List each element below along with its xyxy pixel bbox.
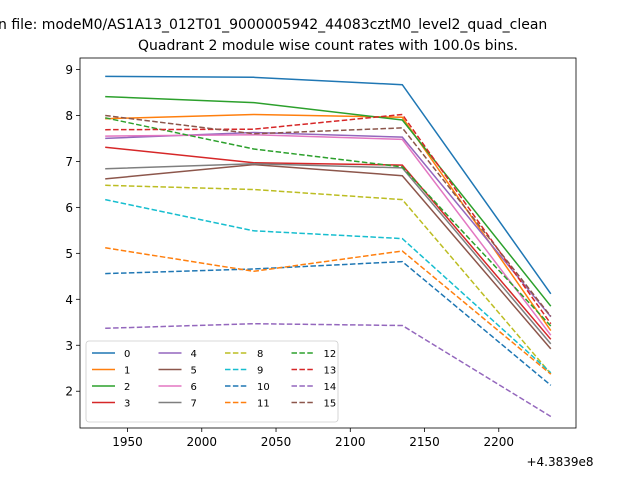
y-tick-label: 9 <box>65 63 73 77</box>
legend-label-1: 1 <box>124 366 130 377</box>
legend-label-2: 2 <box>124 382 130 393</box>
legend-label-10: 10 <box>257 382 270 393</box>
x-tick-label: 2050 <box>261 435 292 449</box>
y-tick-label: 3 <box>65 339 73 353</box>
legend-label-4: 4 <box>191 349 197 360</box>
legend-label-14: 14 <box>324 382 337 393</box>
series-line-4 <box>105 131 552 318</box>
plot-area: 1950 2000 2050 2100 2150 22002345678901234567… <box>65 57 577 449</box>
figure-suptitle: n file: modeM0/AS1A13_012T01_9000005942_… <box>0 17 547 33</box>
series-line-9 <box>105 198 552 374</box>
x-tick-label: 2100 <box>335 435 366 449</box>
series-line-11 <box>105 247 552 375</box>
legend-label-0: 0 <box>124 349 130 360</box>
chart-title: Quadrant 2 module wise count rates with … <box>138 38 518 54</box>
x-tick-label: 2150 <box>409 435 440 449</box>
y-tick-label: 4 <box>65 293 73 307</box>
series-line-12 <box>105 117 552 327</box>
series-line-14 <box>105 322 552 418</box>
legend-label-9: 9 <box>257 366 263 377</box>
series-line-13 <box>105 113 552 325</box>
y-tick-label: 8 <box>65 109 73 123</box>
y-tick-label: 5 <box>65 247 73 261</box>
y-tick-label: 7 <box>65 155 73 169</box>
y-tick-label: 6 <box>65 201 73 215</box>
x-tick-label: 2000 <box>186 435 217 449</box>
legend-label-5: 5 <box>191 366 197 377</box>
legend-label-12: 12 <box>324 349 337 360</box>
series-line-7 <box>105 162 552 345</box>
legend-box <box>85 340 339 423</box>
series-line-2 <box>105 95 552 307</box>
series-line-15 <box>105 114 552 317</box>
axes-frame <box>79 57 577 429</box>
legend-label-11: 11 <box>257 399 270 410</box>
legend-label-15: 15 <box>324 399 337 410</box>
legend-label-7: 7 <box>191 399 197 410</box>
series-line-6 <box>105 134 552 336</box>
y-tick-label: 2 <box>65 385 73 399</box>
legend-label-3: 3 <box>124 399 130 410</box>
series-line-10 <box>105 260 552 386</box>
series-line-0 <box>105 75 552 295</box>
series-line-8 <box>105 184 552 375</box>
series-line-3 <box>105 146 552 340</box>
legend-label-6: 6 <box>191 382 197 393</box>
legend-label-13: 13 <box>324 366 337 377</box>
x-tick-label: 2200 <box>484 435 515 449</box>
x-tick-label: 1950 <box>112 435 143 449</box>
x-axis-offset-label: +4.3839e8 <box>526 455 593 469</box>
legend-label-8: 8 <box>257 349 263 360</box>
series-line-1 <box>105 113 552 332</box>
series-line-5 <box>105 163 552 350</box>
